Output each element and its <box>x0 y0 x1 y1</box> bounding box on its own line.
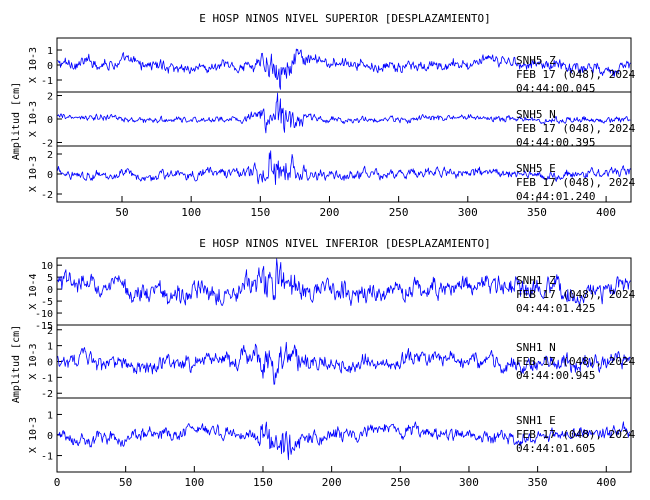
station-component: SNH5 Z <box>516 54 556 67</box>
y-tick-label: 2 <box>47 326 53 337</box>
y-tick-label: 0 <box>47 431 53 442</box>
x-tick-label: 250 <box>390 476 410 489</box>
x-tick-label: 400 <box>596 206 616 219</box>
y-tick-label: -1 <box>41 76 53 87</box>
chart-upper: E HOSP NINOS NIVEL SUPERIOR [DESPLAZAMIE… <box>11 12 636 219</box>
chart-lower: E HOSP NINOS NIVEL INFERIOR [DESPLAZAMIE… <box>11 237 636 489</box>
waveform-trace <box>57 48 631 90</box>
record-time: 04:44:00.945 <box>516 369 595 382</box>
y-tick-label: 1 <box>47 342 53 353</box>
y-tick-label: 2 <box>47 150 53 161</box>
waveform-trace <box>57 421 631 461</box>
y-tick-label: 0 <box>47 61 53 72</box>
x-tick-label: 300 <box>459 476 479 489</box>
waveform-trace <box>57 258 631 307</box>
y-tick-label: 5 <box>47 273 53 284</box>
x-tick-label: 350 <box>527 206 547 219</box>
y-tick-label: 0 <box>47 170 53 181</box>
scale-label: X 10-4 <box>28 273 39 309</box>
scale-label: X 10-3 <box>28 47 39 83</box>
station-component: SNH5 N <box>516 108 556 121</box>
scale-label: X 10-3 <box>28 101 39 137</box>
y-tick-label: 1 <box>47 410 53 421</box>
station-component: SNH1 N <box>516 341 556 354</box>
x-tick-label: 400 <box>596 476 616 489</box>
waveform-trace <box>57 92 631 134</box>
station-component: SNH1 E <box>516 414 556 427</box>
x-tick-label: 350 <box>528 476 548 489</box>
x-tick-label: 300 <box>458 206 478 219</box>
record-time: 04:44:00.045 <box>516 82 595 95</box>
x-tick-label: 100 <box>181 206 201 219</box>
y-tick-label: -5 <box>41 297 53 308</box>
lower-x-ticks: 0 50 100 150 200 250 300 350 400 <box>54 466 616 489</box>
y-tick-label: 2 <box>47 92 53 103</box>
x-tick-label: 50 <box>115 206 128 219</box>
y-tick-label: -2 <box>41 190 53 201</box>
record-time: 04:44:01.425 <box>516 302 595 315</box>
upper-x-ticks: 50 100 150 200 250 300 350 400 <box>115 196 616 219</box>
record-time: 04:44:00.395 <box>516 136 595 149</box>
record-date: FEB 17 (048), 2024 <box>516 176 636 189</box>
y-tick-label: -10 <box>35 309 53 320</box>
record-date: FEB 17 (048), 2024 <box>516 288 636 301</box>
scale-label: X 10-3 <box>28 417 39 453</box>
y-axis-label: Amplitud [cm] <box>11 325 22 403</box>
y-tick-label: -2 <box>41 389 53 400</box>
record-date: FEB 17 (048), 2024 <box>516 428 636 441</box>
record-time: 04:44:01.605 <box>516 442 595 455</box>
y-tick-label: 0 <box>47 358 53 369</box>
y-tick-label: 0 <box>47 115 53 126</box>
y-tick-label: -1 <box>41 452 53 463</box>
waveform-trace <box>57 150 631 185</box>
x-tick-label: 50 <box>119 476 132 489</box>
chart-title: E HOSP NINOS NIVEL INFERIOR [DESPLAZAMIE… <box>199 237 490 250</box>
x-tick-label: 100 <box>184 476 204 489</box>
x-tick-label: 200 <box>320 206 340 219</box>
station-component: SNH5 E <box>516 162 556 175</box>
x-tick-label: 250 <box>389 206 409 219</box>
waveform-trace <box>57 341 631 385</box>
x-tick-label: 150 <box>253 476 273 489</box>
record-time: 04:44:01.240 <box>516 190 595 203</box>
x-tick-label: 150 <box>250 206 270 219</box>
y-tick-label: -2 <box>41 138 53 149</box>
record-date: FEB 17 (048), 2024 <box>516 68 636 81</box>
chart-title: E HOSP NINOS NIVEL SUPERIOR [DESPLAZAMIE… <box>199 12 490 25</box>
x-tick-label: 0 <box>54 476 61 489</box>
record-date: FEB 17 (048), 2024 <box>516 122 636 135</box>
y-tick-label: -1 <box>41 373 53 384</box>
scale-label: X 10-3 <box>28 156 39 192</box>
y-tick-label: 0 <box>47 285 53 296</box>
record-date: FEB 17 (048), 2024 <box>516 355 636 368</box>
x-tick-label: 200 <box>322 476 342 489</box>
station-component: SNH1 Z <box>516 274 556 287</box>
y-tick-label: 1 <box>47 46 53 57</box>
y-tick-label: -15 <box>35 321 53 332</box>
y-tick-label: 10 <box>41 261 53 272</box>
y-axis-label: Amplitud [cm] <box>11 82 22 160</box>
scale-label: X 10-3 <box>28 343 39 379</box>
